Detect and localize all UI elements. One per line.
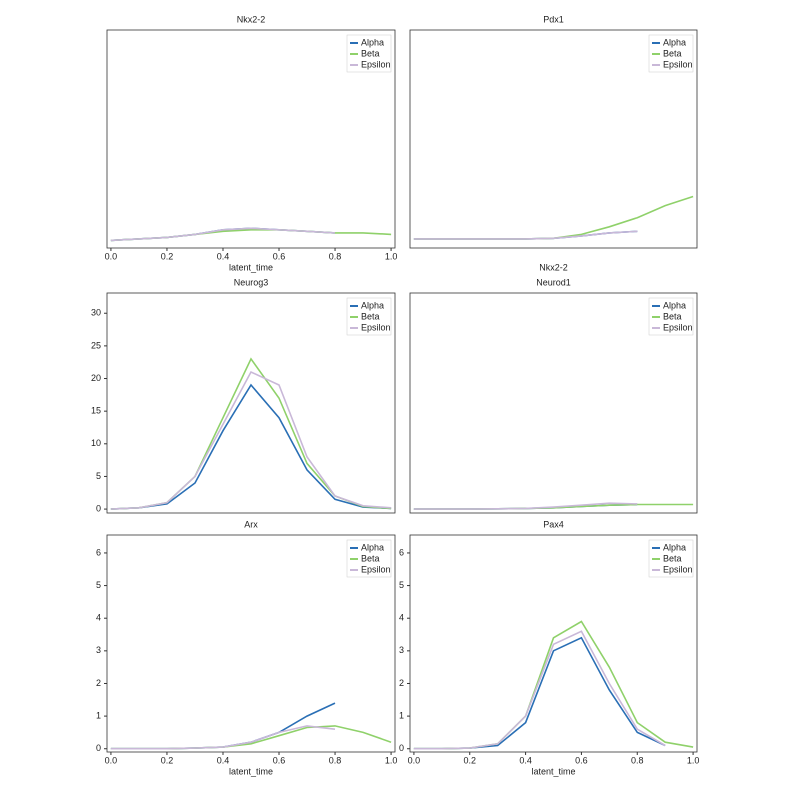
legend-label: Epsilon: [663, 564, 693, 574]
panel-title: Neurod1: [536, 277, 571, 287]
x-tick-label: 0.0: [408, 755, 421, 765]
y-tick-label: 5: [96, 580, 101, 590]
trend-line: [413, 620, 694, 750]
trend-line: [413, 630, 666, 750]
legend-label: Beta: [361, 311, 380, 321]
legend-label: Beta: [361, 553, 380, 563]
trend-line: [413, 636, 666, 750]
plot-frame: [106, 29, 396, 249]
x-tick-label: 1.0: [687, 755, 700, 765]
y-tick-label: 4: [96, 613, 101, 623]
y-tick-label: 6: [399, 547, 404, 557]
legend-label: Beta: [663, 48, 682, 58]
x-tick-label: 1.0: [385, 251, 398, 261]
legend-label: Alpha: [361, 300, 384, 310]
panel-title: Pax4: [543, 519, 564, 529]
legend-label: Epsilon: [361, 564, 391, 574]
x-tick-label: 0.8: [329, 251, 342, 261]
y-tick-label: 30: [91, 308, 101, 318]
legend-label: Alpha: [663, 542, 686, 552]
x-tick-label: 0.0: [105, 755, 118, 765]
legend-label: Epsilon: [361, 59, 391, 69]
plot-frame: [106, 534, 396, 753]
trend-line: [110, 357, 392, 510]
y-tick-label: 5: [96, 471, 101, 481]
trend-line: [110, 383, 392, 510]
y-tick-label: 15: [91, 406, 101, 416]
trend-line: [413, 230, 638, 240]
y-tick-label: 1: [96, 710, 101, 720]
y-tick-label: 3: [399, 645, 404, 655]
y-tick-label: 0: [96, 743, 101, 753]
legend-label: Epsilon: [361, 322, 391, 332]
x-axis-label: latent_time: [229, 766, 273, 776]
plot-frame: [409, 292, 698, 514]
panel-title: Nkx2-2: [237, 14, 266, 24]
plot-frame: [106, 292, 396, 514]
y-tick-label: 5: [399, 580, 404, 590]
trend-line: [110, 227, 336, 242]
trend-line: [413, 230, 638, 240]
y-tick-label: 1: [399, 710, 404, 720]
y-tick-label: 0: [399, 743, 404, 753]
y-tick-label: 10: [91, 438, 101, 448]
trend-line: [110, 370, 392, 510]
legend-label: Epsilon: [663, 322, 693, 332]
panel-title: Arx: [244, 519, 258, 529]
x-tick-label: 1.0: [385, 755, 398, 765]
x-tick-label: 0.4: [217, 755, 230, 765]
x-tick-label: 0.2: [463, 755, 476, 765]
panel-title: Neurog3: [234, 277, 269, 287]
legend-label: Epsilon: [663, 59, 693, 69]
trend-line: [413, 195, 694, 240]
x-tick-label: 0.6: [273, 755, 286, 765]
plot-frame: [409, 534, 698, 753]
x-axis-label: latent_time: [531, 766, 575, 776]
x-tick-label: 0.4: [217, 251, 230, 261]
x-tick-label: 0.8: [329, 755, 342, 765]
y-tick-label: 2: [96, 678, 101, 688]
y-tick-label: 20: [91, 373, 101, 383]
x-tick-label: 0.8: [631, 755, 644, 765]
x-tick-label: 0.6: [575, 755, 588, 765]
y-tick-label: 2: [399, 678, 404, 688]
x-tick-label: 0.2: [161, 251, 174, 261]
y-tick-label: 6: [96, 547, 101, 557]
plot-frame: [409, 29, 698, 249]
legend-label: Beta: [663, 553, 682, 563]
trend-line: [110, 725, 336, 750]
trend-line: [110, 702, 336, 750]
legend-label: Alpha: [663, 37, 686, 47]
x-tick-label: 0.4: [519, 755, 532, 765]
panel-title: Pdx1: [543, 14, 564, 24]
x-tick-label: 0.0: [105, 251, 118, 261]
trend-line: [110, 725, 392, 750]
y-tick-label: 0: [96, 503, 101, 513]
trend-line: [413, 502, 638, 510]
x-tick-label: 0.2: [161, 755, 174, 765]
x-tick-label: 0.6: [273, 251, 286, 261]
y-tick-label: 3: [96, 645, 101, 655]
x-axis-label: Nkx2-2: [539, 262, 568, 272]
x-axis-label: latent_time: [229, 262, 273, 272]
legend-label: Alpha: [361, 37, 384, 47]
y-tick-label: 4: [399, 613, 404, 623]
legend-label: Alpha: [361, 542, 384, 552]
legend-label: Beta: [663, 311, 682, 321]
y-tick-label: 25: [91, 340, 101, 350]
legend-label: Beta: [361, 48, 380, 58]
legend-label: Alpha: [663, 300, 686, 310]
